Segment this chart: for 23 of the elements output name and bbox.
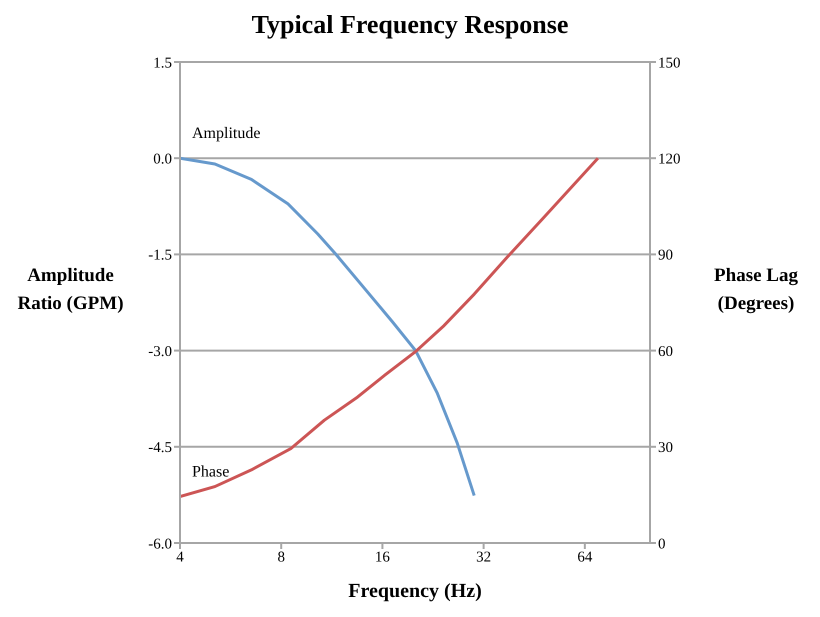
series-label: Amplitude [192, 125, 260, 142]
y2-tick-label: 90 [658, 248, 673, 264]
y2-tick-label: 0 [658, 536, 666, 552]
x-tick-label: 32 [476, 550, 492, 566]
y-tick-label: -4.5 [148, 440, 172, 456]
x-tick-label: 4 [176, 550, 184, 566]
y-tick-label: -1.5 [148, 248, 172, 264]
y-axis-title: Amplitude Ratio (GPM) [16, 264, 125, 316]
y2-tick-label: 150 [658, 55, 680, 72]
y-tick-label: -6.0 [148, 536, 172, 552]
series-label: Phase [192, 464, 230, 481]
x-tick-label: 16 [374, 550, 390, 566]
y2-tick-label: 60 [658, 344, 673, 360]
x-tick-label: 8 [277, 550, 285, 566]
y-tick-label: 0.0 [153, 152, 172, 168]
y2-axis-title: Phase Lag (Degrees) [713, 264, 799, 316]
y2-tick-label: 30 [658, 440, 673, 456]
y2-tick-label: 120 [658, 152, 680, 168]
y-tick-label: -3.0 [148, 344, 172, 360]
chart-title: Typical Frequency Response [250, 10, 570, 40]
x-tick-label: 64 [577, 550, 593, 566]
x-axis-title: Frequency (Hz) [347, 580, 483, 603]
y-tick-label: 1.5 [153, 55, 172, 72]
